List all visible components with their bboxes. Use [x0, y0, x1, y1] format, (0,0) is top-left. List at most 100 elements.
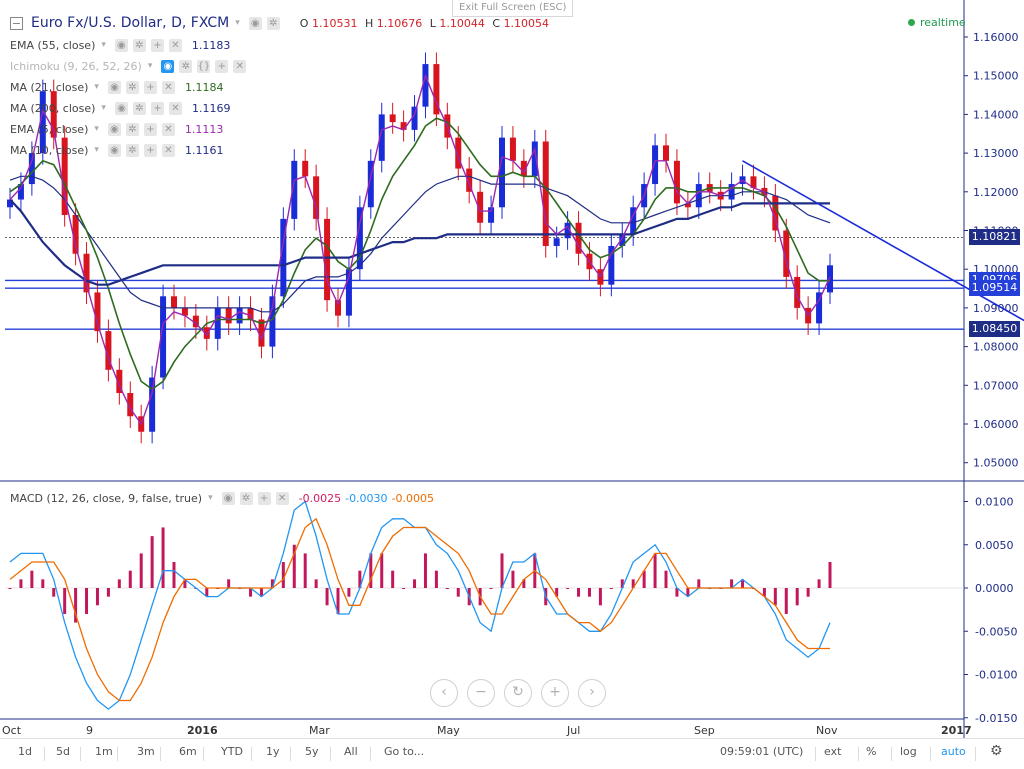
indicator-value: 1.1183	[191, 38, 231, 52]
candle-body	[291, 160, 298, 219]
candle-body	[127, 393, 134, 417]
close-icon[interactable]: ✕	[168, 101, 182, 115]
range-button[interactable]: 5d	[56, 745, 70, 758]
eye-icon[interactable]: ◉	[221, 491, 235, 505]
plus-icon[interactable]: +	[143, 143, 157, 157]
candle-body	[422, 64, 429, 107]
candle-body	[673, 160, 680, 204]
candle-body	[794, 276, 801, 308]
plus-icon[interactable]: +	[257, 491, 271, 505]
indicator-legend-row: EMA (5, close) ▾ ◉ ✲ + ✕ 1.1113	[10, 120, 223, 138]
range-button[interactable]: 1y	[266, 745, 280, 758]
goto-date-button[interactable]: Go to...	[384, 745, 425, 758]
candle-body	[783, 230, 790, 277]
chevron-left-icon[interactable]: ‹	[430, 679, 458, 707]
close-icon[interactable]: ✕	[168, 38, 182, 52]
range-button[interactable]: All	[344, 745, 358, 758]
chevron-down-icon[interactable]: ▾	[101, 40, 106, 50]
scale-toggle-2[interactable]: log	[900, 745, 917, 758]
eye-icon[interactable]: ◉	[114, 101, 128, 115]
chevron-down-icon[interactable]: ▾	[94, 124, 99, 134]
gear-icon[interactable]: ✲	[179, 59, 193, 73]
close-icon[interactable]: ✕	[233, 59, 247, 73]
zoom-out-icon[interactable]: −	[467, 679, 495, 707]
gear-icon[interactable]: ✲	[125, 143, 139, 157]
indicator-name[interactable]: EMA (5, close)	[10, 122, 89, 136]
gear-icon[interactable]: ✲	[125, 122, 139, 136]
chevron-down-icon[interactable]: ▾	[208, 493, 213, 503]
plus-icon[interactable]: +	[143, 122, 157, 136]
chevron-down-icon[interactable]: ▾	[101, 103, 106, 113]
plus-icon[interactable]: +	[143, 80, 157, 94]
chevron-right-icon[interactable]: ›	[578, 679, 606, 707]
close-icon[interactable]: ✕	[161, 143, 175, 157]
symbol-title[interactable]: Euro Fx/U.S. Dollar, D, FXCM	[31, 15, 230, 31]
candle-body	[83, 253, 90, 293]
macd-hist-bar	[730, 579, 734, 588]
close-icon[interactable]: ✕	[275, 491, 289, 505]
scale-toggle-3[interactable]: auto	[941, 745, 966, 758]
range-button[interactable]: 6m	[179, 745, 197, 758]
macd-hist-bar	[828, 562, 832, 588]
macd-hist-bar	[784, 588, 788, 614]
gear-icon[interactable]: ✲	[125, 80, 139, 94]
gear-icon[interactable]: ✲	[239, 491, 253, 505]
price-badge: 1.09514	[969, 280, 1020, 297]
close-icon[interactable]: ✕	[161, 122, 175, 136]
eye-icon[interactable]: ◉	[161, 59, 175, 73]
chevron-down-icon[interactable]: ▾	[235, 18, 240, 28]
eye-icon[interactable]: ◉	[248, 16, 262, 30]
range-button[interactable]: 1m	[95, 745, 113, 758]
exit-fullscreen-button[interactable]: Exit Full Screen (ESC)	[452, 0, 574, 17]
chevron-down-icon[interactable]: ▾	[147, 61, 153, 71]
eye-icon[interactable]: ◉	[114, 38, 128, 52]
gear-icon[interactable]: ⚙	[990, 743, 1003, 759]
candle-body	[499, 137, 505, 208]
scale-toggle-0[interactable]: ext	[824, 745, 842, 758]
range-button[interactable]: 5y	[305, 745, 319, 758]
range-button[interactable]: 3m	[137, 745, 155, 758]
indicator-name[interactable]: MA (200, close)	[10, 101, 96, 115]
plus-icon[interactable]: +	[150, 101, 164, 115]
close-icon[interactable]: ✕	[161, 80, 175, 94]
gear-icon[interactable]: ✲	[132, 38, 146, 52]
eye-icon[interactable]: ◉	[107, 80, 121, 94]
ma-line-3	[9, 73, 831, 426]
plus-icon[interactable]: +	[215, 59, 229, 73]
brackets-icon[interactable]: {}	[197, 59, 211, 73]
indicator-value: 1.1113	[184, 122, 224, 136]
reset-icon[interactable]: ↻	[504, 679, 532, 707]
gear-icon[interactable]: ✲	[266, 16, 280, 30]
separator	[44, 747, 45, 761]
time-axis-label: Nov	[816, 724, 838, 737]
chevron-down-icon[interactable]: ▾	[94, 145, 99, 155]
plus-icon[interactable]: +	[150, 38, 164, 52]
macd-hist-bar	[161, 527, 165, 588]
minimize-square-icon[interactable]	[10, 16, 23, 30]
range-button[interactable]: YTD	[221, 745, 243, 758]
price-chart-svg[interactable]: 1.160001.150001.140001.130001.120001.110…	[0, 0, 1024, 738]
zoom-in-icon[interactable]: +	[541, 679, 569, 707]
indicator-name[interactable]: Ichimoku (9, 26, 52, 26)	[10, 59, 142, 73]
chevron-down-icon[interactable]: ▾	[94, 82, 99, 92]
macd-hist-bar	[675, 588, 679, 597]
candle-body	[455, 137, 462, 169]
indicator-name[interactable]: MA (10, close)	[10, 143, 89, 157]
separator	[203, 747, 204, 761]
candle-body	[149, 377, 156, 432]
gear-icon[interactable]: ✲	[132, 101, 146, 115]
range-button[interactable]: 1d	[18, 745, 32, 758]
indicator-name[interactable]: MA (21, close)	[10, 80, 89, 94]
eye-icon[interactable]: ◉	[107, 122, 121, 136]
macd-hist-bar	[413, 579, 417, 588]
candle-body	[663, 145, 669, 161]
indicator-name[interactable]: EMA (55, close)	[10, 38, 96, 52]
candle-body	[203, 327, 210, 339]
macd-name[interactable]: MACD (12, 26, close, 9, false, true)	[10, 491, 203, 505]
macd-hist-bar	[183, 579, 187, 588]
candle-body	[466, 168, 473, 192]
macd-hist-bar	[817, 579, 821, 588]
scale-toggle-1[interactable]: %	[866, 745, 877, 758]
candle-body	[367, 160, 374, 208]
eye-icon[interactable]: ◉	[107, 143, 121, 157]
